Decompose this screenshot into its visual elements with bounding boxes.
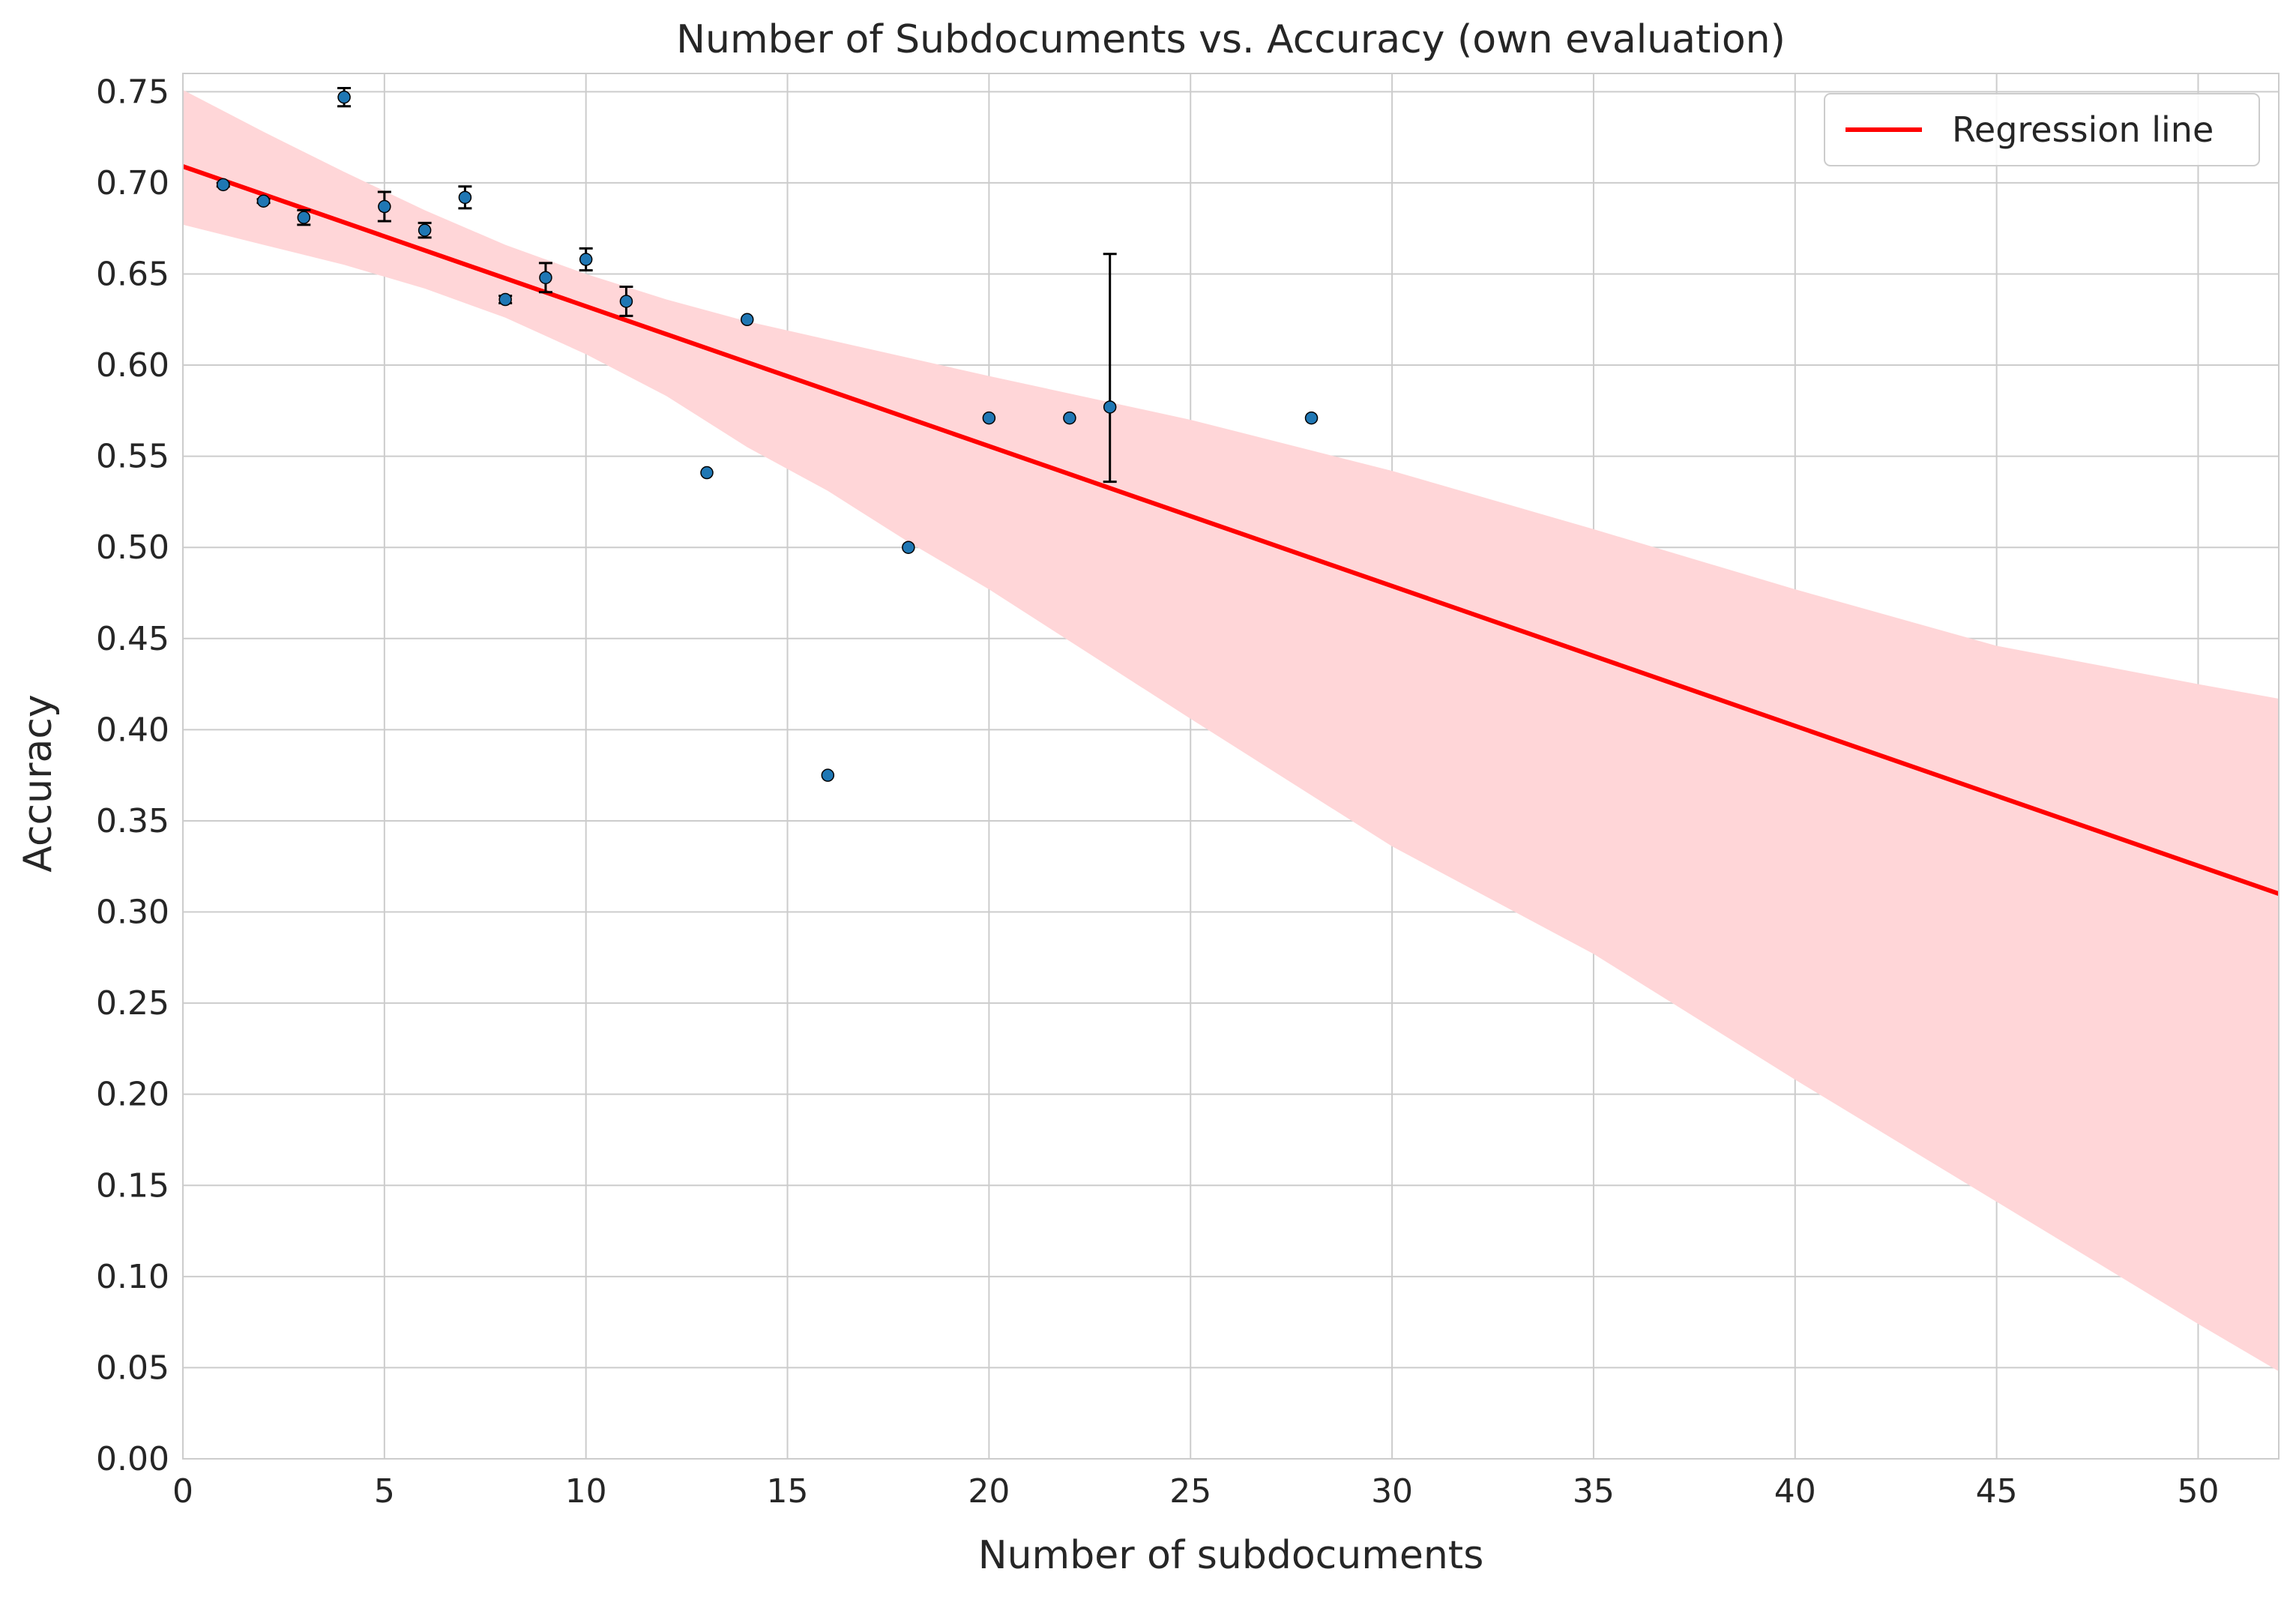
x-tick-label: 35 bbox=[1573, 1472, 1615, 1511]
x-tick-label: 0 bbox=[172, 1472, 193, 1511]
y-tick-label: 0.70 bbox=[96, 164, 169, 202]
y-tick-label: 0.10 bbox=[96, 1258, 169, 1296]
y-tick-label: 0.05 bbox=[96, 1349, 169, 1387]
data-point bbox=[1103, 400, 1117, 414]
data-point bbox=[418, 223, 432, 237]
regression-line bbox=[182, 164, 2280, 897]
y-tick-label: 0.75 bbox=[96, 73, 169, 111]
data-point bbox=[821, 768, 835, 782]
legend-box bbox=[1824, 93, 2260, 166]
error-bar bbox=[1103, 253, 1117, 484]
y-tick-label: 0.20 bbox=[96, 1076, 169, 1114]
data-point bbox=[902, 540, 915, 554]
x-axis-label: Number of subdocuments bbox=[978, 1533, 1484, 1578]
x-tick-label: 15 bbox=[767, 1472, 809, 1511]
y-tick-label: 0.55 bbox=[96, 438, 169, 476]
y-tick-label: 0.60 bbox=[96, 346, 169, 385]
data-point bbox=[619, 295, 633, 308]
plot-frame bbox=[182, 73, 2280, 1460]
y-tick-label: 0.15 bbox=[96, 1166, 169, 1205]
x-tick-label: 40 bbox=[1774, 1472, 1816, 1511]
data-point bbox=[982, 411, 996, 425]
x-tick-label: 30 bbox=[1371, 1472, 1413, 1511]
data-point bbox=[498, 292, 512, 307]
data-point bbox=[378, 199, 391, 214]
data-point bbox=[297, 211, 311, 224]
legend: Regression line bbox=[1824, 93, 2260, 166]
y-tick-label: 0.35 bbox=[96, 802, 169, 840]
data-point bbox=[256, 194, 271, 208]
y-tick-label: 0.25 bbox=[96, 984, 169, 1023]
data-point bbox=[1063, 411, 1076, 425]
chart-title: Number of Subdocuments vs. Accuracy (own… bbox=[676, 17, 1786, 62]
x-tick-label: 10 bbox=[565, 1472, 607, 1511]
regression-line-layer bbox=[182, 164, 2280, 897]
y-tick-labels: 0.00 0.05 0.10 0.15 0.20 0.25 0.30 0.35 0.40 0.45… bbox=[96, 73, 169, 1478]
y-axis-label: Accuracy bbox=[16, 694, 61, 872]
x-tick-label: 5 bbox=[374, 1472, 395, 1511]
data-point bbox=[458, 190, 472, 205]
y-tick-label: 0.00 bbox=[96, 1440, 169, 1478]
y-tick-label: 0.50 bbox=[96, 529, 169, 567]
data-points-layer bbox=[217, 90, 1319, 782]
data-point bbox=[539, 271, 552, 285]
data-point bbox=[337, 90, 351, 104]
x-tick-label: 50 bbox=[2177, 1472, 2219, 1511]
data-point bbox=[700, 466, 714, 480]
confidence-band-layer bbox=[183, 89, 2279, 1372]
x-tick-label: 45 bbox=[1976, 1472, 2018, 1511]
x-tick-label: 20 bbox=[968, 1472, 1010, 1511]
data-point bbox=[217, 178, 230, 192]
data-point bbox=[1304, 411, 1319, 425]
data-point bbox=[741, 313, 754, 327]
confidence-band bbox=[183, 89, 2279, 1372]
x-tick-label: 25 bbox=[1169, 1472, 1211, 1511]
x-tick-labels: 0 5 10 15 20 25 30 35 40 45 50 bbox=[172, 1472, 2219, 1511]
y-tick-label: 0.45 bbox=[96, 620, 169, 658]
y-tick-label: 0.40 bbox=[96, 711, 169, 749]
y-tick-label: 0.65 bbox=[96, 255, 169, 293]
data-point bbox=[579, 253, 593, 266]
y-tick-label: 0.30 bbox=[96, 894, 169, 932]
legend-regression-label: Regression line bbox=[1952, 109, 2214, 150]
